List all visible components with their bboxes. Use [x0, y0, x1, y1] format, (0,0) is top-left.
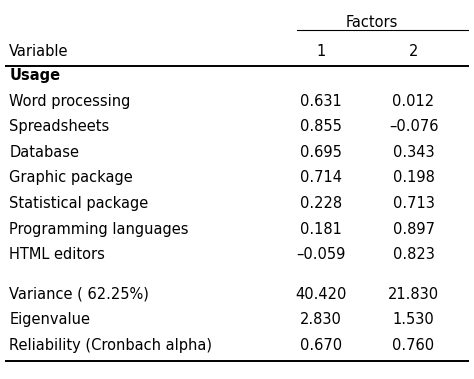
Text: 0.631: 0.631	[300, 94, 341, 109]
Text: Usage: Usage	[9, 68, 61, 83]
Text: Spreadsheets: Spreadsheets	[9, 119, 109, 134]
Text: Statistical package: Statistical package	[9, 196, 149, 211]
Text: Variance ( 62.25%): Variance ( 62.25%)	[9, 287, 149, 302]
Text: –0.059: –0.059	[296, 247, 345, 262]
Text: 0.695: 0.695	[300, 145, 342, 160]
Text: 0.897: 0.897	[392, 222, 435, 236]
Text: Graphic package: Graphic package	[9, 171, 133, 185]
Text: 40.420: 40.420	[295, 287, 346, 302]
Text: Reliability (Cronbach alpha): Reliability (Cronbach alpha)	[9, 338, 212, 353]
Text: 0.181: 0.181	[300, 222, 342, 236]
Text: Eigenvalue: Eigenvalue	[9, 312, 91, 327]
Text: HTML editors: HTML editors	[9, 247, 105, 262]
Text: Database: Database	[9, 145, 79, 160]
Text: Factors: Factors	[346, 15, 398, 30]
Text: 2.830: 2.830	[300, 312, 342, 327]
Text: Programming languages: Programming languages	[9, 222, 189, 236]
Text: 0.343: 0.343	[392, 145, 434, 160]
Text: 0.823: 0.823	[392, 247, 435, 262]
Text: –0.076: –0.076	[389, 119, 438, 134]
Text: 2: 2	[409, 44, 418, 60]
Text: 0.012: 0.012	[392, 94, 435, 109]
Text: Variable: Variable	[9, 44, 69, 60]
Text: 0.198: 0.198	[392, 171, 435, 185]
Text: 1: 1	[316, 44, 325, 60]
Text: 1.530: 1.530	[392, 312, 434, 327]
Text: 21.830: 21.830	[388, 287, 439, 302]
Text: 0.713: 0.713	[392, 196, 435, 211]
Text: Word processing: Word processing	[9, 94, 131, 109]
Text: 0.855: 0.855	[300, 119, 342, 134]
Text: 0.714: 0.714	[300, 171, 342, 185]
Text: 0.670: 0.670	[300, 338, 342, 353]
Text: 0.760: 0.760	[392, 338, 435, 353]
Text: 0.228: 0.228	[300, 196, 342, 211]
